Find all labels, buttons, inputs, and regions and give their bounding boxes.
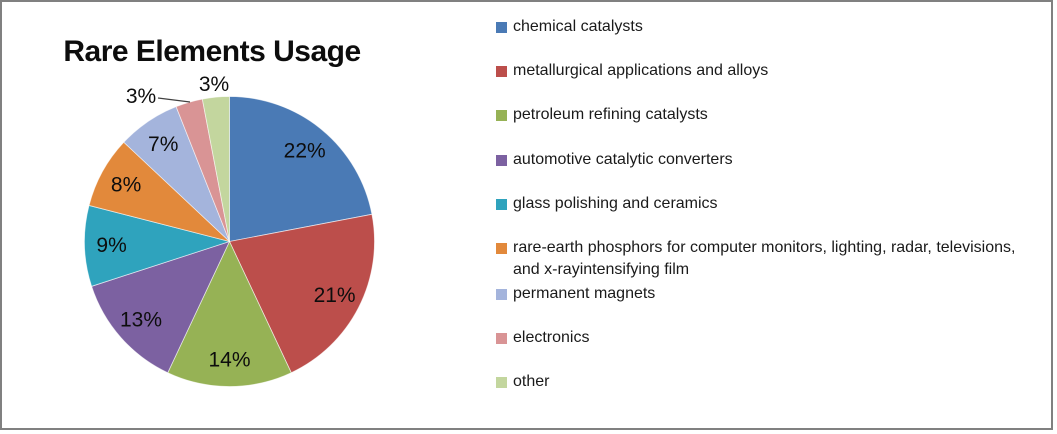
pie-data-label: 21%: [314, 284, 356, 307]
pie-slice: [229, 96, 373, 242]
legend-label: glass polishing and ceramics: [513, 195, 718, 212]
legend-swatch-icon: [496, 333, 507, 344]
label-leader-line: [157, 97, 191, 103]
pie-slice: [229, 213, 375, 374]
pie-slice: [167, 241, 292, 387]
legend-swatch-icon: [496, 155, 507, 166]
pie-data-label: 13%: [120, 309, 162, 332]
legend-label: petroleum refining catalysts: [513, 106, 708, 123]
legend-item: petroleum refining catalysts: [496, 104, 1041, 126]
legend-swatch-icon: [496, 110, 507, 121]
legend-item: other: [496, 371, 1041, 393]
legend-item: rare-earth phosphors for computer monito…: [496, 237, 1041, 281]
pie-slice: [84, 205, 230, 287]
legend-item: automotive catalytic converters: [496, 149, 1041, 171]
chart-legend: chemical catalysts metallurgical applicat…: [496, 2, 1046, 428]
legend-item: permanent magnets: [496, 283, 1041, 305]
legend-swatch-icon: [496, 199, 507, 210]
legend-swatch-icon: [496, 289, 507, 300]
legend-label: other: [513, 373, 550, 390]
pie-slice: [91, 241, 230, 374]
legend-label: permanent magnets: [513, 285, 656, 302]
legend-label: electronics: [513, 329, 590, 346]
legend-item: metallurgical applications and alloys: [496, 60, 1041, 82]
pie-slice: [201, 96, 230, 242]
pie-data-label-outside: 3%: [199, 73, 229, 96]
legend-swatch-icon: [496, 66, 507, 77]
legend-swatch-icon: [496, 377, 507, 388]
pie-data-label: 22%: [284, 140, 326, 163]
legend-item: chemical catalysts: [496, 16, 1041, 38]
pie-data-label: 7%: [148, 133, 178, 156]
legend-item: electronics: [496, 327, 1041, 349]
legend-label: metallurgical applications and alloys: [513, 62, 769, 79]
legend-swatch-icon: [496, 22, 507, 33]
legend-label: rare-earth phosphors for computer monito…: [513, 239, 1016, 278]
legend-item: glass polishing and ceramics: [496, 193, 1041, 215]
pie-data-label: 8%: [111, 174, 141, 197]
chart-title: Rare Elements Usage: [63, 35, 361, 68]
pie-data-label-outside: 3%: [126, 85, 156, 108]
pie-data-label: 9%: [96, 234, 126, 257]
legend-label: chemical catalysts: [513, 18, 643, 35]
pie-chart: 22% 21% 14% 13% 9% 8% 7% 3% 3%: [84, 73, 375, 387]
legend-swatch-icon: [496, 243, 507, 254]
pie-data-label: 14%: [208, 349, 250, 372]
legend-label: automotive catalytic converters: [513, 151, 733, 168]
